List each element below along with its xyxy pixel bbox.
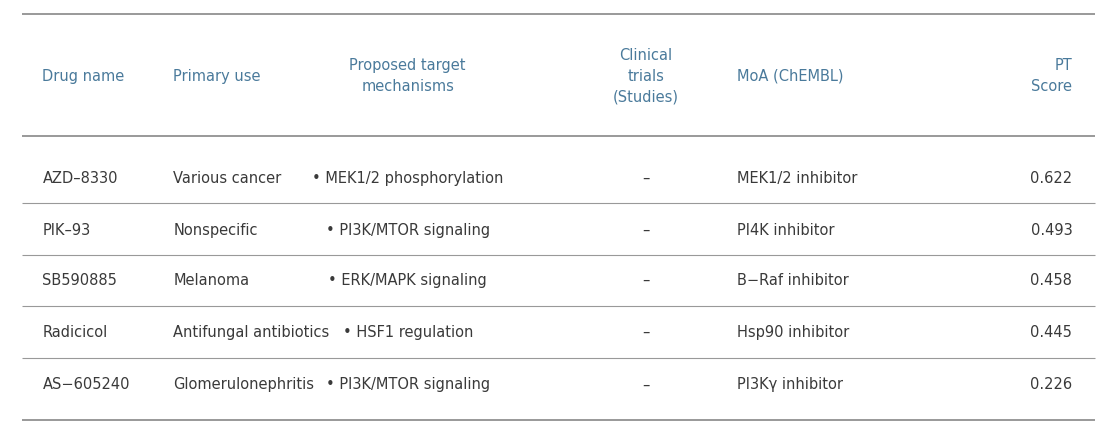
Text: –: – bbox=[642, 325, 649, 339]
Text: • MEK1/2 phosphorylation: • MEK1/2 phosphorylation bbox=[312, 171, 504, 185]
Text: AS−605240: AS−605240 bbox=[42, 377, 130, 391]
Text: Drug name: Drug name bbox=[42, 69, 125, 83]
Text: Melanoma: Melanoma bbox=[173, 273, 249, 287]
Text: Antifungal antibiotics: Antifungal antibiotics bbox=[173, 325, 330, 339]
Text: Nonspecific: Nonspecific bbox=[173, 223, 258, 237]
Text: 0.458: 0.458 bbox=[1031, 273, 1072, 287]
Text: 0.493: 0.493 bbox=[1031, 223, 1072, 237]
Text: 0.445: 0.445 bbox=[1031, 325, 1072, 339]
Text: Various cancer: Various cancer bbox=[173, 171, 281, 185]
Text: MoA (ChEMBL): MoA (ChEMBL) bbox=[737, 69, 843, 83]
Text: –: – bbox=[642, 171, 649, 185]
Text: Primary use: Primary use bbox=[173, 69, 260, 83]
Text: • PI3K/MTOR signaling: • PI3K/MTOR signaling bbox=[326, 223, 489, 237]
Text: 0.226: 0.226 bbox=[1030, 377, 1072, 391]
Text: Clinical
trials
(Studies): Clinical trials (Studies) bbox=[612, 47, 679, 105]
Text: • ERK/MAPK signaling: • ERK/MAPK signaling bbox=[328, 273, 487, 287]
Text: Radicicol: Radicicol bbox=[42, 325, 107, 339]
Text: MEK1/2 inhibitor: MEK1/2 inhibitor bbox=[737, 171, 858, 185]
Text: AZD–8330: AZD–8330 bbox=[42, 171, 118, 185]
Text: Proposed target
mechanisms: Proposed target mechanisms bbox=[350, 58, 466, 94]
Text: Hsp90 inhibitor: Hsp90 inhibitor bbox=[737, 325, 849, 339]
Text: PI3Kγ inhibitor: PI3Kγ inhibitor bbox=[737, 377, 843, 391]
Text: PI4K inhibitor: PI4K inhibitor bbox=[737, 223, 834, 237]
Text: PIK–93: PIK–93 bbox=[42, 223, 90, 237]
Text: 0.622: 0.622 bbox=[1030, 171, 1072, 185]
Text: –: – bbox=[642, 377, 649, 391]
Text: • HSF1 regulation: • HSF1 regulation bbox=[343, 325, 472, 339]
Text: –: – bbox=[642, 273, 649, 287]
Text: PT
Score: PT Score bbox=[1031, 58, 1072, 94]
Text: B−Raf inhibitor: B−Raf inhibitor bbox=[737, 273, 849, 287]
Text: Glomerulonephritis: Glomerulonephritis bbox=[173, 377, 314, 391]
Text: –: – bbox=[642, 223, 649, 237]
Text: • PI3K/MTOR signaling: • PI3K/MTOR signaling bbox=[326, 377, 489, 391]
Text: SB590885: SB590885 bbox=[42, 273, 117, 287]
